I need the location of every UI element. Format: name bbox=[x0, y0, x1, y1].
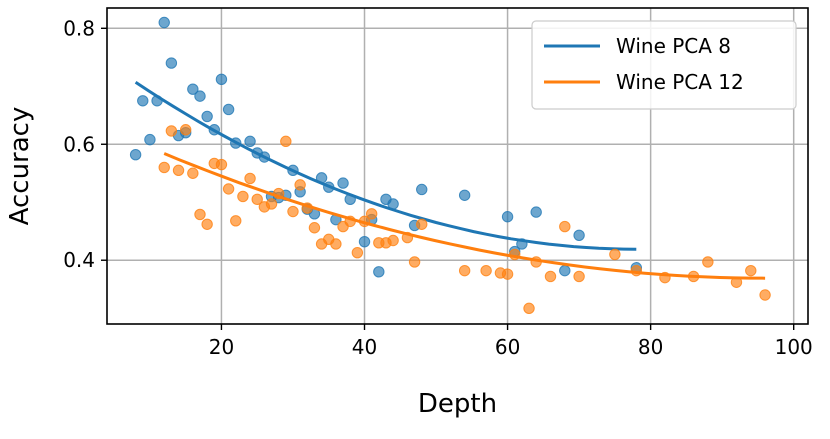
data-point bbox=[702, 256, 714, 268]
data-point bbox=[308, 222, 321, 234]
data-point bbox=[215, 73, 228, 86]
data-point bbox=[458, 189, 471, 201]
data-point bbox=[501, 211, 514, 223]
data-point bbox=[179, 124, 192, 136]
data-point bbox=[194, 208, 206, 221]
legend: Wine PCA 8 Wine PCA 12 bbox=[531, 20, 797, 110]
data-point bbox=[416, 218, 428, 230]
y-tick-label: 0.6 bbox=[63, 132, 95, 156]
data-point bbox=[165, 125, 178, 137]
data-point bbox=[265, 198, 278, 210]
data-point bbox=[222, 183, 235, 195]
data-point bbox=[230, 215, 242, 227]
data-point bbox=[201, 110, 213, 123]
x-axis-label: Depth bbox=[418, 389, 497, 419]
legend-label-wine-pca-8: Wine PCA 8 bbox=[616, 34, 731, 58]
data-point bbox=[501, 268, 514, 280]
data-point bbox=[573, 229, 585, 241]
data-point bbox=[759, 289, 771, 301]
data-point bbox=[222, 103, 235, 116]
data-point bbox=[416, 183, 428, 196]
data-point bbox=[373, 266, 385, 278]
data-point bbox=[559, 264, 571, 277]
data-point bbox=[365, 208, 378, 220]
ticks: 20 40 60 80 100 0.4 0.6 0.8 bbox=[63, 16, 813, 359]
data-point bbox=[294, 179, 306, 191]
trend-line bbox=[163, 152, 766, 280]
data-point bbox=[408, 256, 421, 268]
y-axis-label: Accuracy bbox=[5, 107, 35, 226]
trend-line bbox=[134, 80, 637, 251]
data-point bbox=[165, 57, 178, 69]
data-point bbox=[544, 270, 557, 283]
series-layer bbox=[129, 16, 771, 315]
data-point bbox=[573, 270, 585, 283]
data-point bbox=[172, 164, 185, 177]
x-tick-label: 40 bbox=[352, 335, 377, 359]
data-point bbox=[187, 83, 199, 95]
x-tick-label: 20 bbox=[209, 335, 234, 359]
data-point bbox=[745, 264, 757, 277]
data-point bbox=[194, 90, 206, 102]
x-tick-label: 100 bbox=[775, 335, 813, 359]
y-tick-label: 0.4 bbox=[63, 248, 95, 272]
plot-frame bbox=[106, 7, 809, 325]
data-point bbox=[251, 193, 263, 206]
data-point bbox=[523, 302, 535, 315]
data-point bbox=[215, 158, 228, 171]
legend-label-wine-pca-12: Wine PCA 12 bbox=[616, 70, 744, 94]
y-tick-label: 0.8 bbox=[63, 16, 95, 40]
data-point bbox=[530, 206, 542, 218]
data-point bbox=[458, 264, 471, 277]
legend-box bbox=[531, 20, 797, 110]
data-point bbox=[237, 190, 249, 203]
data-point bbox=[358, 235, 371, 248]
data-point bbox=[609, 248, 621, 261]
data-point bbox=[137, 95, 149, 107]
data-point bbox=[337, 177, 349, 189]
data-point bbox=[158, 16, 170, 29]
data-point bbox=[244, 135, 256, 148]
data-point bbox=[201, 218, 213, 230]
data-point bbox=[144, 133, 156, 146]
data-point bbox=[244, 172, 256, 185]
data-point bbox=[287, 205, 299, 218]
x-tick-label: 60 bbox=[495, 335, 520, 359]
data-point bbox=[129, 148, 142, 161]
data-point bbox=[330, 238, 342, 250]
data-point bbox=[387, 234, 399, 247]
data-point bbox=[351, 246, 364, 259]
data-point bbox=[480, 264, 492, 277]
data-point bbox=[559, 220, 571, 233]
x-tick-label: 80 bbox=[638, 335, 663, 359]
data-point bbox=[187, 167, 199, 179]
data-point bbox=[158, 161, 170, 174]
data-point bbox=[280, 135, 292, 148]
series-wine-pca-12 bbox=[158, 124, 771, 315]
